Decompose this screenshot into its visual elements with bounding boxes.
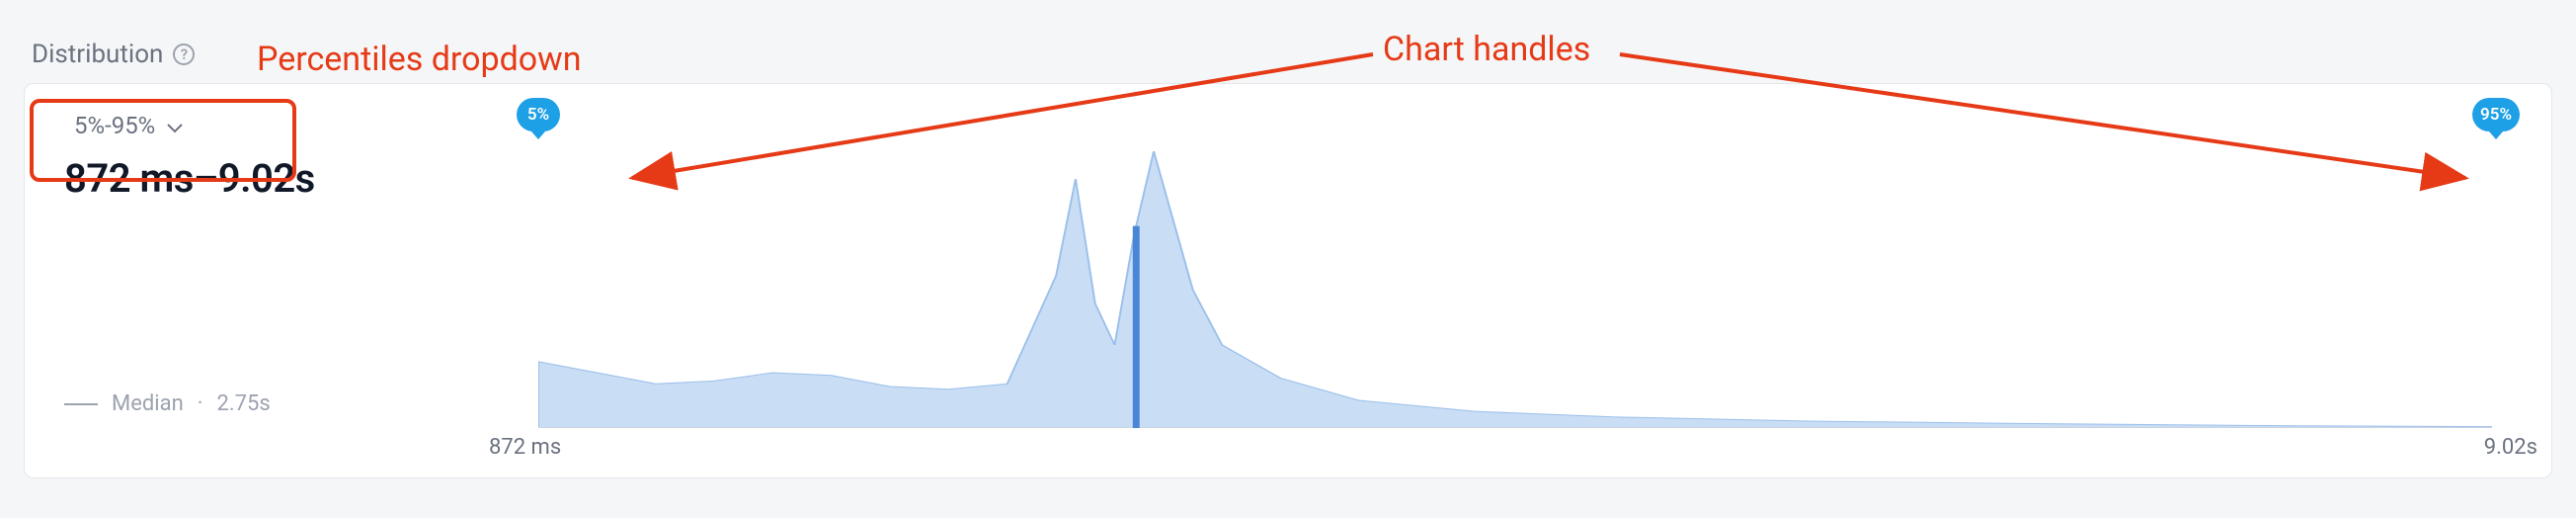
median-line-swatch [64,403,98,405]
chevron-down-icon [167,112,183,139]
percentiles-dropdown[interactable]: 5%-95% [64,106,193,145]
help-icon[interactable]: ? [173,43,195,65]
percentile-handle-left[interactable]: 5% [517,98,560,131]
median-value: 2.75s [217,391,271,416]
median-label: Median [112,391,184,416]
left-panel: 5%-95% 872 ms–9.02s Median · 2.75s [25,84,479,477]
chart-panel: 5% 95% 872 ms 9.02s [479,84,2551,477]
median-legend: Median · 2.75s [64,391,451,416]
percentile-handle-right[interactable]: 95% [2472,98,2520,131]
percentile-handle-right-label: 95% [2480,105,2512,125]
percentiles-dropdown-label: 5%-95% [74,112,155,139]
percentile-handle-left-label: 5% [527,105,549,125]
distribution-chart [538,151,2492,428]
xaxis-min-label: 872 ms [489,435,561,460]
distribution-card: 5%-95% 872 ms–9.02s Median · 2.75s 5% [24,83,2552,478]
xaxis-max-label: 9.02s [2484,435,2537,460]
range-headline: 872 ms–9.02s [64,155,451,202]
chart-area: 5% 95% 872 ms 9.02s [538,104,2492,428]
distribution-title: Distribution [32,40,163,69]
